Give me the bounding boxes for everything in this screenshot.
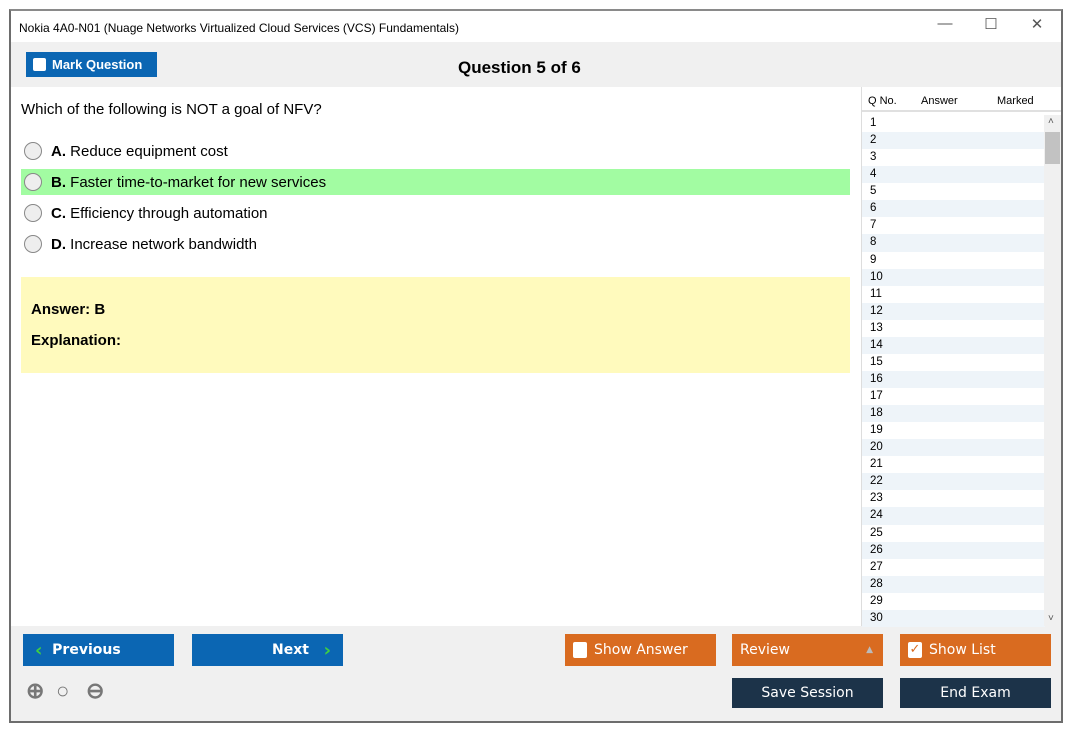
mark-question-label: Mark Question bbox=[52, 57, 143, 72]
show-list-label: Show List bbox=[929, 642, 996, 658]
toolbar: Mark Question Question 5 of 6 bbox=[11, 42, 1061, 87]
radio-icon[interactable] bbox=[24, 142, 42, 160]
list-row[interactable]: 10 bbox=[862, 268, 1045, 286]
option-a[interactable]: A. Reduce equipment cost bbox=[21, 138, 850, 164]
previous-button[interactable]: ‹ Previous bbox=[23, 634, 174, 666]
list-row[interactable]: 20 bbox=[862, 439, 1045, 457]
option-letter: C. bbox=[51, 204, 66, 222]
explanation-label: Explanation: bbox=[31, 332, 122, 349]
scrollbar[interactable]: ˄ ˅ bbox=[1044, 115, 1061, 626]
show-list-button[interactable]: ✓ Show List bbox=[900, 634, 1051, 666]
maximize-button[interactable]: ☐ bbox=[984, 16, 998, 33]
list-row[interactable]: 6 bbox=[862, 200, 1045, 218]
radio-icon[interactable] bbox=[24, 235, 42, 253]
list-row[interactable]: 30 bbox=[862, 609, 1045, 627]
list-header: Q No. Answer Marked bbox=[862, 87, 1061, 112]
header-qno: Q No. bbox=[868, 95, 897, 107]
option-text: Reduce equipment cost bbox=[70, 142, 228, 160]
show-answer-button[interactable]: Show Answer bbox=[565, 634, 716, 666]
list-row[interactable]: 7 bbox=[870, 219, 877, 232]
list-row[interactable]: 25 bbox=[870, 526, 883, 539]
list-row[interactable]: 19 bbox=[870, 424, 883, 437]
scroll-down-icon[interactable]: ˅ bbox=[1048, 613, 1054, 624]
checkbox-checked-icon: ✓ bbox=[908, 642, 922, 658]
option-c[interactable]: C. Efficiency through automation bbox=[21, 200, 850, 226]
option-text: Faster time-to-market for new services bbox=[70, 173, 327, 191]
header-marked: Marked bbox=[997, 95, 1034, 107]
mark-question-button[interactable]: Mark Question bbox=[26, 52, 157, 77]
option-b[interactable]: B. Faster time-to-market for new service… bbox=[21, 169, 850, 195]
scrollbar-thumb[interactable] bbox=[1045, 132, 1060, 164]
list-row[interactable]: 1 bbox=[870, 117, 877, 129]
option-text: Increase network bandwidth bbox=[70, 235, 257, 253]
list-row[interactable]: 23 bbox=[870, 492, 883, 505]
list-row[interactable]: 28 bbox=[862, 575, 1045, 593]
list-row[interactable]: 12 bbox=[862, 302, 1045, 320]
question-text: Which of the following is NOT a goal of … bbox=[21, 101, 322, 118]
option-letter: D. bbox=[51, 235, 66, 253]
next-button[interactable]: Next › bbox=[192, 634, 343, 666]
zoom-out-icon[interactable]: ⊖ bbox=[86, 678, 105, 703]
next-label: Next bbox=[272, 642, 309, 658]
option-letter: B. bbox=[51, 173, 66, 191]
previous-label: Previous bbox=[52, 642, 121, 658]
zoom-in-icon[interactable]: ⊕ bbox=[26, 678, 45, 703]
show-answer-label: Show Answer bbox=[594, 642, 688, 658]
minimize-button[interactable]: — bbox=[937, 15, 953, 32]
checkbox-icon bbox=[573, 642, 587, 658]
list-row[interactable]: 21 bbox=[870, 458, 883, 471]
list-row[interactable]: 27 bbox=[870, 560, 883, 573]
list-row[interactable]: 22 bbox=[862, 473, 1045, 491]
list-row[interactable]: 5 bbox=[870, 185, 877, 198]
radio-icon[interactable] bbox=[24, 173, 42, 191]
list-rows: 1 2 3 4 5 6 7 8 9 10 11 12 13 14 15 16 17 18 19 20 21 22 23 24 2… bbox=[862, 115, 1045, 627]
list-row[interactable]: 14 bbox=[862, 336, 1045, 354]
question-list: Q No. Answer Marked 1 2 3 4 5 6 7 8 9 10 11 12 13 14 1… bbox=[861, 87, 1061, 627]
list-row[interactable]: 11 bbox=[870, 287, 882, 300]
list-row[interactable]: 3 bbox=[870, 151, 877, 164]
list-row[interactable]: 17 bbox=[870, 390, 883, 402]
review-dropdown[interactable]: Review ▲ bbox=[732, 634, 883, 666]
list-row[interactable]: 16 bbox=[862, 370, 1045, 388]
end-exam-button[interactable]: End Exam bbox=[900, 678, 1051, 708]
header-answer: Answer bbox=[921, 95, 958, 107]
option-d[interactable]: D. Increase network bandwidth bbox=[21, 231, 850, 257]
caret-up-icon: ▲ bbox=[866, 645, 873, 655]
radio-icon[interactable] bbox=[24, 204, 42, 222]
scroll-up-icon[interactable]: ˄ bbox=[1048, 116, 1054, 127]
list-row[interactable]: 18 bbox=[862, 405, 1045, 423]
save-session-button[interactable]: Save Session bbox=[732, 678, 883, 708]
question-counter: Question 5 of 6 bbox=[458, 58, 581, 77]
list-row[interactable]: 4 bbox=[862, 166, 1045, 184]
checkbox-icon bbox=[33, 58, 46, 71]
close-button[interactable]: ✕ bbox=[1030, 16, 1044, 33]
list-row[interactable]: 15 bbox=[870, 355, 883, 368]
list-row[interactable]: 24 bbox=[862, 507, 1045, 525]
list-row[interactable]: 29 bbox=[870, 594, 883, 607]
window-title: Nokia 4A0-N01 (Nuage Networks Virtualize… bbox=[19, 21, 459, 35]
title-bar: Nokia 4A0-N01 (Nuage Networks Virtualize… bbox=[11, 11, 1061, 42]
list-row[interactable]: 13 bbox=[870, 321, 883, 334]
question-area: Which of the following is NOT a goal of … bbox=[11, 87, 861, 626]
list-row[interactable]: 9 bbox=[870, 253, 877, 266]
option-letter: A. bbox=[51, 142, 66, 160]
answer-label: Answer: B bbox=[31, 301, 106, 318]
chevron-left-icon: ‹ bbox=[35, 639, 43, 661]
list-row[interactable]: 8 bbox=[862, 234, 1045, 252]
list-row[interactable]: 2 bbox=[862, 132, 1045, 150]
chevron-right-icon: › bbox=[323, 639, 331, 661]
app-window: Nokia 4A0-N01 (Nuage Networks Virtualize… bbox=[9, 9, 1063, 723]
zoom-reset-icon[interactable]: ○ bbox=[56, 678, 70, 703]
list-row[interactable]: 26 bbox=[862, 541, 1045, 559]
review-label: Review bbox=[740, 642, 790, 658]
option-text: Efficiency through automation bbox=[70, 204, 268, 222]
answer-box: Answer: B Explanation: bbox=[21, 277, 850, 373]
